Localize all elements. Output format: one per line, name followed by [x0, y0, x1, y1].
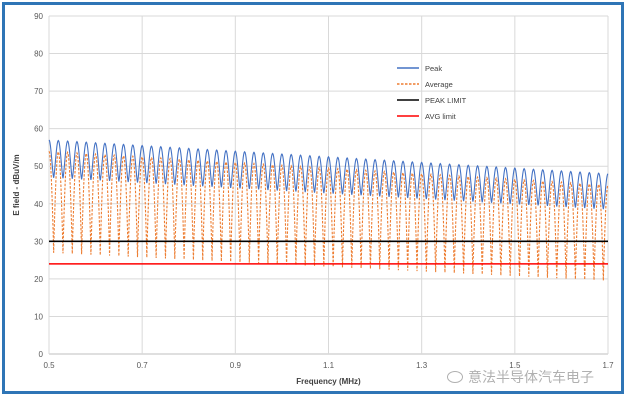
y-tick-label: 60	[34, 125, 43, 134]
y-tick-label: 0	[39, 350, 44, 359]
legend-label: Average	[425, 80, 453, 89]
x-tick-label: 1.3	[416, 361, 428, 370]
y-axis-title: E field - dBuV/m	[12, 154, 21, 215]
y-tick-label: 90	[34, 12, 43, 21]
x-axis-title: Frequency (MHz)	[296, 377, 361, 386]
wechat-icon	[447, 371, 463, 383]
x-tick-label: 0.7	[137, 361, 149, 370]
series-line-average	[48, 150, 609, 281]
y-tick-label: 10	[34, 312, 43, 321]
legend-label: AVG limit	[425, 112, 457, 121]
x-tick-label: 1.5	[509, 361, 521, 370]
y-tick-label: 30	[34, 237, 43, 246]
y-tick-label: 70	[34, 87, 43, 96]
y-tick-label: 40	[34, 200, 43, 209]
y-tick-label: 50	[34, 162, 43, 171]
line-chart: 0 10 20 30 40 50 60 70 80 90 0.5 0.7 0.9 1.1 1.3 1.5 1.7…	[12, 12, 614, 386]
x-tick-label: 1.7	[602, 361, 614, 370]
watermark-text: 意法半导体汽车电子	[468, 370, 594, 386]
watermark: 意法半导体汽车电子	[447, 367, 594, 387]
x-tick-label: 0.5	[43, 361, 55, 370]
x-tick-label: 1.1	[323, 361, 335, 370]
series-line-peak	[48, 139, 609, 210]
y-tick-label: 20	[34, 275, 43, 284]
legend-label: Peak	[425, 64, 442, 73]
x-tick-label: 0.9	[230, 361, 242, 370]
legend-label: PEAK LIMIT	[425, 96, 467, 105]
y-tick-label: 80	[34, 50, 43, 59]
chart-frame: 0 10 20 30 40 50 60 70 80 90 0.5 0.7 0.9 1.1 1.3 1.5 1.7…	[2, 2, 624, 394]
